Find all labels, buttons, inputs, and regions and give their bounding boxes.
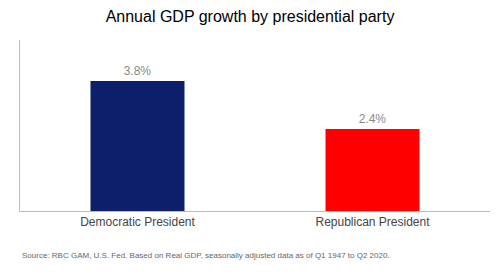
svg-text:Source: RBC GAM, U.S. Fed. Bas: Source: RBC GAM, U.S. Fed. Based on Real… [22, 251, 390, 260]
svg-text:Republican President: Republican President [315, 215, 430, 229]
svg-text:3.8%: 3.8% [124, 64, 152, 78]
svg-text:Annual GDP growth by president: Annual GDP growth by presidential party [106, 8, 395, 25]
svg-text:2.4%: 2.4% [359, 112, 387, 126]
svg-text:Democratic President: Democratic President [80, 215, 195, 229]
